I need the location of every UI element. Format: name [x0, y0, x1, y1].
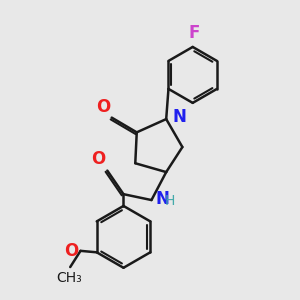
Text: F: F	[188, 24, 200, 42]
Text: O: O	[64, 242, 78, 260]
Text: O: O	[96, 98, 110, 116]
Text: O: O	[91, 150, 105, 168]
Text: N: N	[172, 108, 186, 126]
Text: H: H	[165, 194, 175, 208]
Text: N: N	[155, 190, 169, 208]
Text: CH₃: CH₃	[56, 271, 82, 285]
